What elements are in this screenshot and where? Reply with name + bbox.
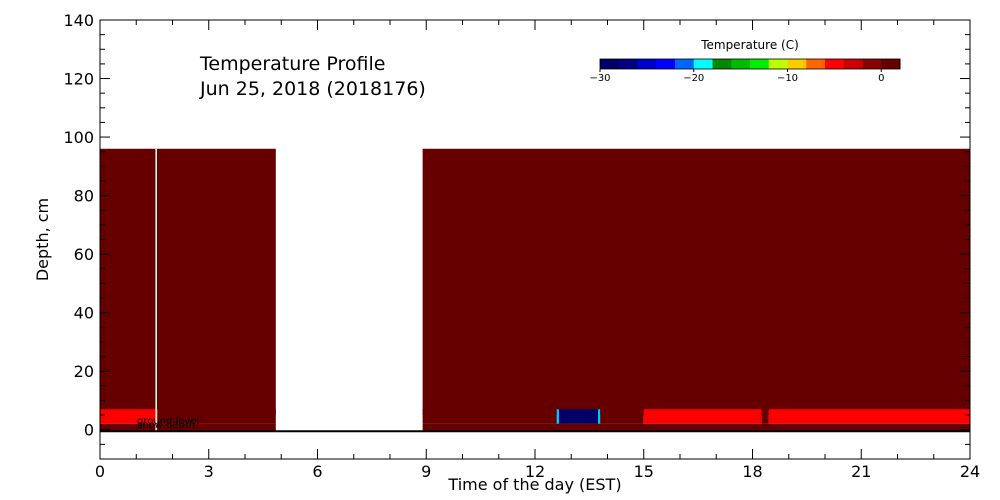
axis-tick-labels: 0 3 6 9 12 15 18 21 24 0 20 40 60 80 100 120 140 [63, 11, 980, 481]
snow-depth-label: snow depth [137, 420, 195, 431]
heatmap-cell [100, 409, 158, 424]
heatmap-cell [768, 409, 970, 424]
heatmap-cell [600, 409, 644, 424]
colorbar-swatch [693, 59, 713, 69]
y-tick-label: 120 [63, 70, 94, 89]
x-tick-label: 3 [204, 462, 214, 481]
ground-level-label: ground level [137, 416, 199, 427]
x-axis-title: Time of the day (EST) [447, 475, 621, 494]
colorbar-swatch [881, 59, 901, 69]
colorbar-swatch [843, 59, 863, 69]
heatmap-cells [100, 148, 970, 432]
overlay-lines [100, 148, 970, 459]
heatmap-cell [158, 409, 276, 424]
x-tick-label: 18 [742, 462, 762, 481]
y-tick-label: 40 [74, 304, 94, 323]
colorbar-ticks: −30 −20 −10 0 [589, 69, 884, 84]
x-tick-label: 0 [95, 462, 105, 481]
y-tick-label: 140 [63, 11, 94, 30]
colorbar-tick-label: 0 [878, 73, 884, 84]
chart-title: Temperature Profile [199, 53, 385, 75]
axis-ticks [99, 19, 971, 460]
colorbar-swatch [675, 59, 695, 69]
x-tick-label: 6 [312, 462, 322, 481]
colorbar-swatch [787, 59, 807, 69]
colorbar-tick-label: −30 [589, 73, 610, 84]
heatmap-cell [422, 148, 970, 416]
colorbar-title: Temperature (C) [700, 38, 799, 52]
x-tick-label: 24 [960, 462, 980, 481]
y-tick-label: 100 [63, 128, 94, 147]
colorbar-swatch [637, 59, 657, 69]
colorbar-swatch [731, 59, 751, 69]
chart-subtitle-date: Jun 25, 2018 (2018176) [199, 78, 426, 100]
ground-labels: ground level snow depth [137, 416, 199, 431]
colorbar-tick-label: −20 [683, 73, 704, 84]
colorbar-tick-label: −10 [777, 73, 798, 84]
heatmap-cell [643, 409, 762, 424]
colorbar-swatch [600, 59, 620, 69]
heatmap-cell [598, 409, 601, 424]
y-tick-label: 60 [74, 245, 94, 264]
x-tick-label: 9 [421, 462, 431, 481]
y-axis-title: Depth, cm [33, 198, 52, 281]
x-tick-label: 15 [634, 462, 654, 481]
colorbar-swatch [862, 59, 882, 69]
colorbar-swatch [806, 59, 826, 69]
colorbar-swatch [768, 59, 788, 69]
colorbar-legend: Temperature (C) −30 −20 −10 0 [589, 38, 901, 84]
colorbar-swatch [618, 59, 638, 69]
heatmap-cell [100, 423, 276, 432]
heatmap-cell [422, 409, 557, 424]
heatmap-cell [100, 148, 276, 416]
x-tick-label: 21 [851, 462, 871, 481]
colorbar-swatches [599, 58, 901, 70]
colorbar-swatch [656, 59, 676, 69]
colorbar-frame [599, 58, 901, 70]
heatmap-cell [556, 409, 601, 424]
heatmap-cell [761, 409, 769, 424]
y-tick-label: 80 [74, 187, 94, 206]
colorbar-swatch [712, 59, 732, 69]
colorbar-swatch [825, 59, 845, 69]
y-tick-label: 20 [74, 362, 94, 381]
x-tick-label: 12 [525, 462, 545, 481]
colorbar-swatch [750, 59, 770, 69]
heatmap-cell [422, 423, 970, 432]
y-tick-label: 0 [84, 421, 94, 440]
heatmap-cell [556, 409, 559, 424]
